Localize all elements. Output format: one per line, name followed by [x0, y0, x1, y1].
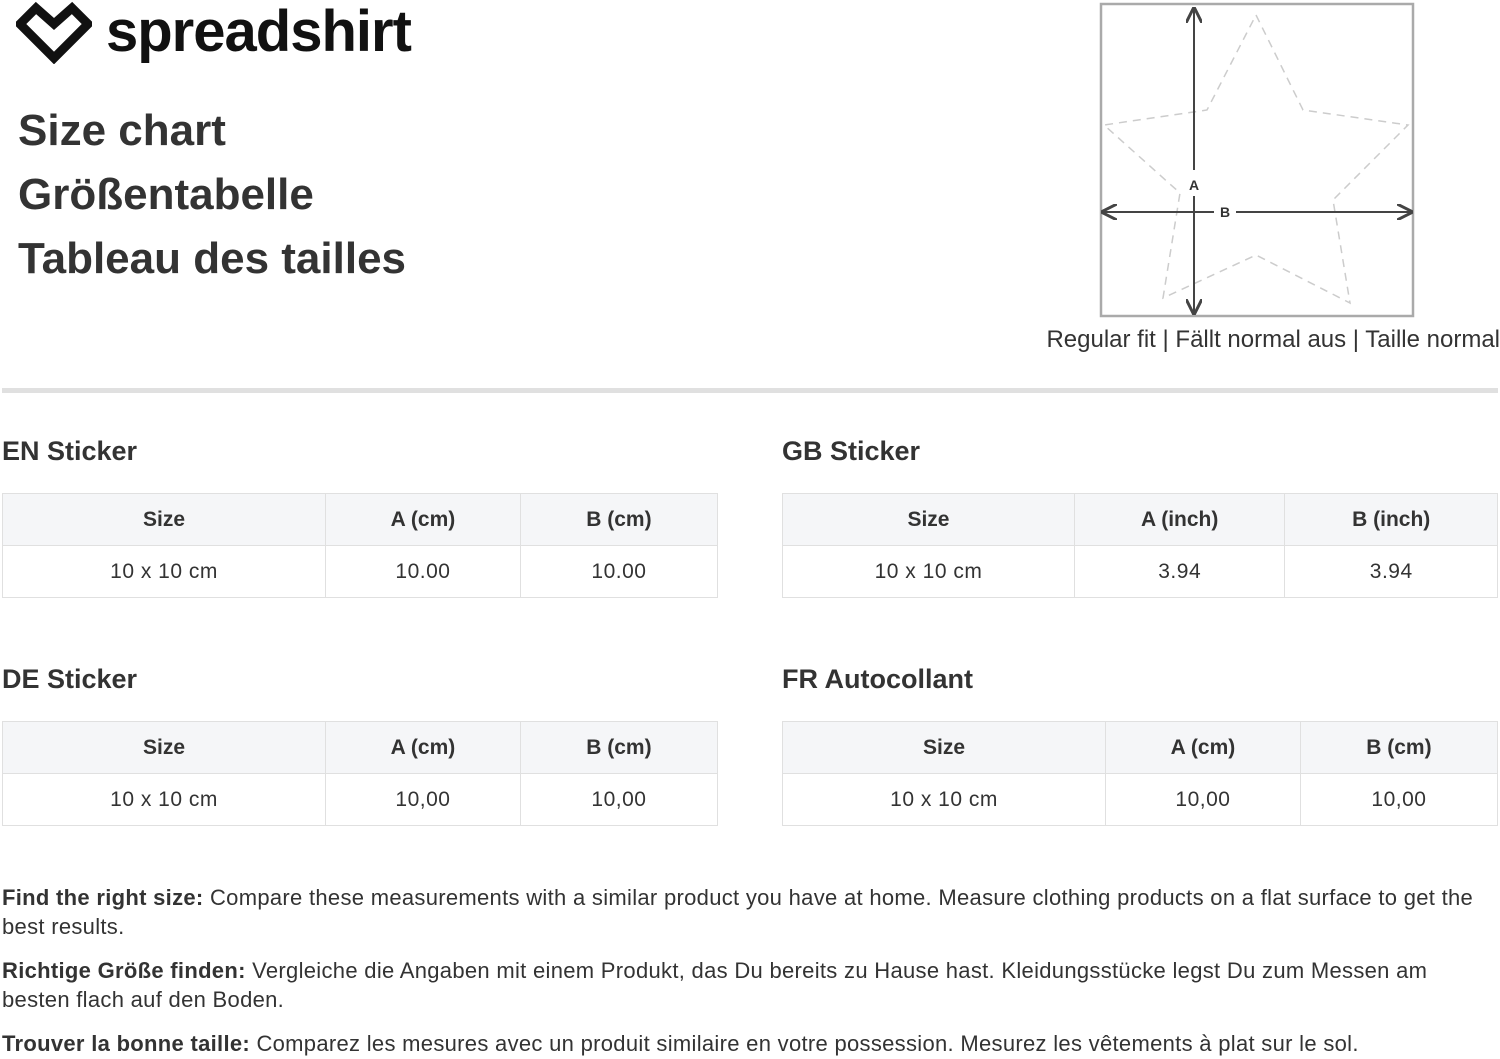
header-size: Size [1, 721, 327, 774]
header-a: A (cm) [325, 721, 521, 774]
note-label: Richtige Größe finden: [2, 958, 246, 983]
measurement-diagram: A B [1099, 2, 1415, 318]
header-size: Size [782, 493, 1075, 546]
cell-a: 3.94 [1073, 545, 1286, 598]
header-b: B (cm) [519, 493, 719, 546]
size-table-en: Size A (cm) B (cm) 10 x 10 cm 10.00 10.00 [1, 493, 719, 598]
cell-a: 10.00 [325, 545, 521, 598]
size-table-de: Size A (cm) B (cm) 10 x 10 cm 10,00 10,00 [1, 721, 719, 826]
size-table-gb: Size A (inch) B (inch) 10 x 10 cm 3.94 3.94 [782, 493, 1498, 598]
note-label: Trouver la bonne taille: [2, 1031, 251, 1056]
label-b: B [1220, 204, 1230, 220]
brand-name: spreadshirt [106, 0, 412, 64]
cell-b: 10,00 [1299, 773, 1499, 826]
header-size: Size [781, 721, 1107, 774]
note-text: Comparez les mesures avec un produit sim… [250, 1031, 1359, 1056]
heart-logo-icon [16, 1, 92, 64]
note-label: Find the right size: [2, 885, 204, 910]
cell-size: 10 x 10 cm [1, 545, 327, 598]
header-a: A (inch) [1073, 493, 1286, 546]
header-size: Size [1, 493, 327, 546]
header-a: A (cm) [325, 493, 521, 546]
divider [2, 388, 1498, 393]
note-text: Vergleiche die Angaben mit einem Produkt… [2, 958, 1428, 1012]
sticker-outline [1099, 2, 1415, 318]
fit-description: Regular fit | Fällt normal aus | Taille … [1046, 326, 1500, 353]
cell-b: 10.00 [519, 545, 719, 598]
note-de: Richtige Größe finden: Vergleiche die An… [2, 956, 1498, 1014]
title-fr: Tableau des tailles [18, 234, 407, 283]
note-fr: Trouver la bonne taille: Comparez les me… [2, 1029, 1498, 1058]
table-row: 10 x 10 cm 10,00 10,00 [1, 773, 719, 826]
table-row: 10 x 10 cm 10,00 10,00 [781, 773, 1499, 826]
cell-a: 10,00 [325, 773, 521, 826]
header-a: A (cm) [1105, 721, 1301, 774]
cell-size: 10 x 10 cm [1, 773, 327, 826]
note-en: Find the right size: Compare these measu… [2, 883, 1498, 941]
header-b: B (cm) [519, 721, 719, 774]
star-shape [1102, 13, 1410, 305]
title-de: Größentabelle [18, 170, 314, 219]
cell-b: 10,00 [519, 773, 719, 826]
table-row: 10 x 10 cm 3.94 3.94 [782, 545, 1498, 598]
header-b: B (cm) [1299, 721, 1499, 774]
table-row: 10 x 10 cm 10.00 10.00 [1, 545, 719, 598]
table-title-gb: GB Sticker [782, 436, 921, 466]
brand-logo: spreadshirt [16, 0, 412, 64]
table-title-fr: FR Autocollant [782, 664, 973, 694]
title-en: Size chart [18, 106, 226, 155]
cell-a: 10,00 [1105, 773, 1301, 826]
table-title-en: EN Sticker [2, 436, 138, 466]
label-a: A [1189, 177, 1199, 193]
cell-size: 10 x 10 cm [781, 773, 1107, 826]
table-title-de: DE Sticker [2, 664, 138, 694]
size-table-fr: Size A (cm) B (cm) 10 x 10 cm 10,00 10,00 [781, 721, 1499, 826]
cell-b: 3.94 [1284, 545, 1498, 598]
note-text: Compare these measurements with a simila… [2, 885, 1474, 939]
cell-size: 10 x 10 cm [782, 545, 1075, 598]
header-b: B (inch) [1284, 493, 1498, 546]
